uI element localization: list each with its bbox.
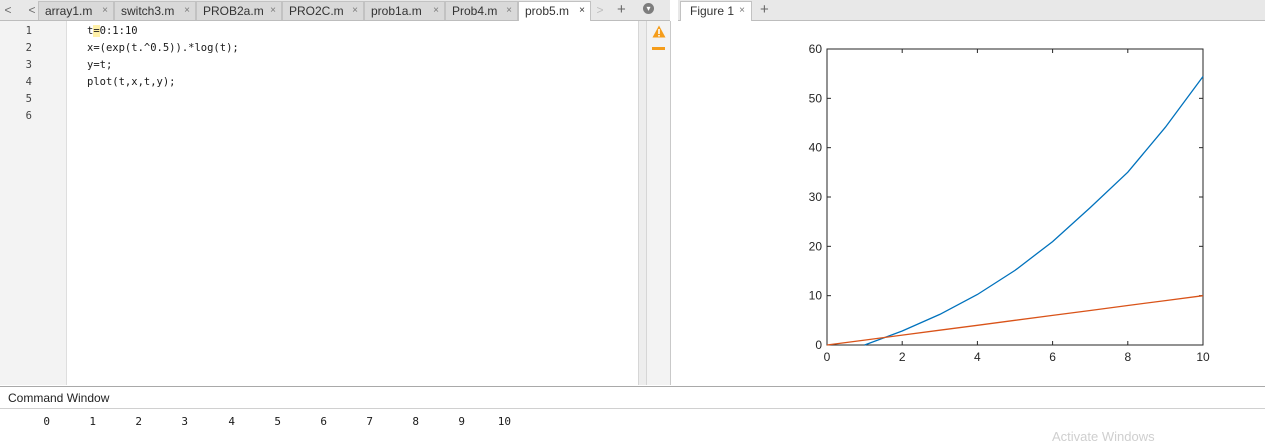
- code-editor[interactable]: t=0:1:10 x=(exp(t.^0.5)).*log(t); y=t; p…: [67, 21, 638, 385]
- figure-canvas[interactable]: 0 2 4 6 8 10 0 10 20 30 40 50 60: [678, 21, 1265, 385]
- tab-scroll-left-icon[interactable]: <: [4, 3, 12, 17]
- command-window-header: Command Window: [0, 386, 1265, 409]
- close-icon[interactable]: ×: [352, 5, 358, 16]
- tab-label: PROB2a.m: [203, 4, 264, 18]
- y-tick-label: 40: [809, 141, 823, 155]
- tab-switch3[interactable]: switch3.m ×: [114, 1, 196, 20]
- tab-label: Prob4.m: [452, 4, 498, 18]
- code-token: t: [87, 25, 94, 37]
- tab-label: PRO2C.m: [289, 4, 344, 18]
- line-number: 5: [25, 93, 32, 105]
- x-tick-label: 10: [1196, 350, 1210, 364]
- y-tick-label: 10: [809, 289, 823, 303]
- line-number: 6: [25, 110, 32, 122]
- warning-marker[interactable]: [652, 47, 665, 50]
- tab-label: array1.m: [45, 4, 93, 18]
- tab-prob5[interactable]: prob5.m ×: [518, 1, 591, 22]
- y-tick-label: 20: [809, 239, 823, 253]
- series-line-2: [826, 295, 1204, 346]
- tab-scroll-right-button[interactable]: >: [596, 3, 604, 17]
- tab-scroll-left-button[interactable]: <: [28, 3, 36, 17]
- tab-label: Figure 1: [690, 4, 735, 18]
- code-line-4[interactable]: plot(t,x,t,y);: [87, 76, 176, 88]
- code-token: 0:1:10: [99, 25, 138, 37]
- tab-label: prob5.m: [525, 4, 570, 18]
- code-analyzer-strip: [647, 21, 671, 385]
- tab-prob4[interactable]: Prob4.m ×: [445, 1, 518, 20]
- output-value: 5: [274, 415, 281, 428]
- close-icon[interactable]: ×: [433, 5, 439, 16]
- line-plot[interactable]: 0 2 4 6 8 10 0 10 20 30 40 50 60: [678, 21, 1265, 385]
- warning-triangle-icon[interactable]: [652, 25, 666, 38]
- tab-pro2c[interactable]: PRO2C.m ×: [282, 1, 364, 20]
- close-icon[interactable]: ×: [270, 5, 276, 16]
- line-number-gutter: 1 2 3 4 5 6: [0, 21, 67, 385]
- command-window[interactable]: 0 1 2 3 4 5 6 7 8 9 10 Activate Windows: [0, 409, 1265, 444]
- x-tick-label: 8: [1124, 350, 1131, 364]
- output-value: 4: [228, 415, 235, 428]
- output-value: 0: [43, 415, 50, 428]
- x-tick-label: 6: [1049, 350, 1056, 364]
- line-number: 3: [25, 59, 32, 71]
- code-line-3[interactable]: y=t;: [87, 59, 113, 71]
- close-icon[interactable]: ×: [102, 5, 108, 16]
- output-value: 3: [181, 415, 188, 428]
- line-number: 4: [25, 76, 32, 88]
- tab-prob2a[interactable]: PROB2a.m ×: [196, 1, 282, 20]
- y-tick-label: 50: [809, 91, 823, 105]
- code-highlight: =: [93, 25, 100, 37]
- x-tick-label: 4: [974, 350, 981, 364]
- y-tick-label: 60: [809, 42, 823, 56]
- tab-label: prob1a.m: [371, 4, 422, 18]
- tab-array1[interactable]: array1.m ×: [38, 1, 114, 20]
- close-icon[interactable]: ×: [184, 5, 190, 16]
- x-tick-label: 0: [824, 350, 831, 364]
- tab-menu-icon[interactable]: ▾: [643, 3, 654, 14]
- editor-scrollbar[interactable]: [638, 21, 647, 385]
- output-value: 8: [412, 415, 419, 428]
- output-value: 6: [320, 415, 327, 428]
- output-value: 1: [89, 415, 96, 428]
- new-tab-button[interactable]: +: [617, 1, 626, 18]
- close-icon[interactable]: ×: [739, 5, 745, 16]
- output-value: 9: [458, 415, 465, 428]
- activation-watermark: Activate Windows: [1052, 429, 1155, 444]
- series-line-1: [864, 76, 1204, 346]
- new-figure-tab-button[interactable]: +: [760, 1, 769, 18]
- command-window-title: Command Window: [8, 391, 110, 405]
- plot-axes-box: [826, 48, 1204, 346]
- tab-prob1a[interactable]: prob1a.m ×: [364, 1, 445, 20]
- code-line-2[interactable]: x=(exp(t.^0.5)).*log(t);: [87, 42, 239, 54]
- line-number: 1: [25, 25, 32, 37]
- y-tick-label: 30: [809, 190, 823, 204]
- x-tick-label: 2: [899, 350, 906, 364]
- line-number: 2: [25, 42, 32, 54]
- tab-figure-1[interactable]: Figure 1 ×: [680, 1, 752, 21]
- editor-tab-strip: < < array1.m × switch3.m × PROB2a.m × PR…: [0, 0, 670, 22]
- output-value: 7: [366, 415, 373, 428]
- y-tick-label: 0: [815, 338, 822, 352]
- figure-tab-strip: Figure 1 × +: [678, 0, 1265, 21]
- close-icon[interactable]: ×: [579, 5, 585, 16]
- output-value: 10: [497, 415, 511, 428]
- tab-label: switch3.m: [121, 4, 175, 18]
- output-value: 2: [135, 415, 142, 428]
- close-icon[interactable]: ×: [506, 5, 512, 16]
- code-line-1[interactable]: t=0:1:10: [87, 25, 138, 37]
